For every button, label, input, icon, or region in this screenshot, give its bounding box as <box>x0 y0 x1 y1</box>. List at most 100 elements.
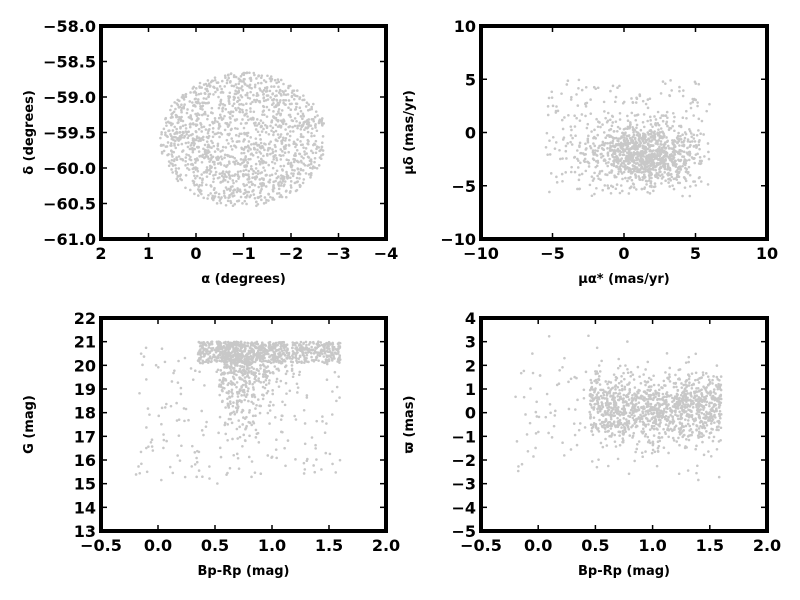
data-point <box>222 191 226 195</box>
data-point <box>668 366 672 370</box>
data-point <box>175 156 178 159</box>
data-point <box>275 169 279 173</box>
data-point <box>609 184 613 188</box>
x-tick-label: 1.5 <box>315 536 343 555</box>
data-point <box>302 341 306 345</box>
data-point <box>248 71 251 75</box>
data-point <box>315 356 319 359</box>
data-point <box>672 187 676 191</box>
data-point <box>649 119 652 122</box>
data-point <box>242 148 246 151</box>
data-point <box>688 194 692 198</box>
data-point <box>632 183 636 186</box>
data-point <box>698 147 701 151</box>
data-point <box>208 350 212 353</box>
data-point <box>702 412 706 416</box>
data-point <box>226 154 230 158</box>
data-point <box>206 117 209 121</box>
data-point <box>621 101 625 105</box>
data-point <box>684 424 688 428</box>
data-point <box>237 82 241 86</box>
data-point <box>573 125 577 128</box>
data-point <box>249 78 253 81</box>
data-point <box>678 433 682 436</box>
data-point <box>253 395 257 399</box>
x-tick-label: 0.0 <box>144 536 172 555</box>
data-point <box>652 427 656 431</box>
data-point <box>260 198 263 202</box>
data-point <box>182 407 186 410</box>
data-point <box>184 186 187 190</box>
data-point <box>292 172 295 175</box>
data-point <box>302 178 306 181</box>
data-point <box>175 115 178 119</box>
data-point <box>217 192 221 196</box>
data-point <box>268 379 271 382</box>
data-point <box>240 394 243 397</box>
data-point <box>338 458 342 462</box>
y-tick-label: 5 <box>465 70 476 89</box>
data-point <box>266 154 269 157</box>
data-point <box>235 409 239 412</box>
data-point <box>697 129 700 132</box>
data-point <box>531 352 534 355</box>
data-point <box>250 370 253 373</box>
data-point <box>622 162 626 165</box>
data-point <box>697 162 701 165</box>
data-point <box>224 146 228 149</box>
data-point <box>224 76 227 80</box>
data-point <box>226 439 229 442</box>
data-point <box>239 195 243 199</box>
data-point <box>184 127 188 130</box>
data-point <box>191 150 195 154</box>
data-point <box>263 356 266 360</box>
data-point <box>184 92 188 96</box>
data-point <box>252 367 256 371</box>
data-point <box>596 133 600 137</box>
data-point <box>184 159 187 163</box>
data-point <box>277 192 281 195</box>
data-point <box>233 118 237 122</box>
data-point <box>254 407 257 410</box>
data-point <box>311 340 315 344</box>
data-point <box>238 79 242 83</box>
data-point <box>694 352 698 356</box>
data-point <box>599 125 602 129</box>
data-point <box>201 178 204 182</box>
data-point <box>315 419 319 423</box>
data-point <box>193 183 196 187</box>
data-point <box>216 81 220 84</box>
data-point <box>232 102 236 105</box>
data-point <box>261 110 265 113</box>
data-point <box>238 103 241 106</box>
data-point <box>312 119 316 123</box>
data-point <box>280 414 284 418</box>
data-point <box>205 358 209 362</box>
data-point <box>201 108 204 111</box>
data-point <box>298 96 302 99</box>
data-point <box>313 349 317 353</box>
data-point <box>295 119 298 123</box>
data-point <box>555 105 558 108</box>
data-point <box>258 162 262 166</box>
data-point <box>309 351 313 355</box>
data-point <box>337 375 340 378</box>
data-point <box>215 158 219 161</box>
data-point <box>230 361 234 365</box>
data-point <box>268 360 272 364</box>
data-point <box>623 136 626 139</box>
data-point <box>264 373 267 376</box>
data-point <box>268 89 272 93</box>
data-point <box>691 417 695 421</box>
data-point <box>712 375 715 378</box>
data-point <box>227 110 230 114</box>
data-point <box>660 436 664 439</box>
data-point <box>179 119 183 122</box>
data-point <box>298 370 302 374</box>
data-point <box>613 100 617 104</box>
data-point <box>661 392 665 396</box>
data-point <box>628 161 631 165</box>
data-point <box>198 176 202 180</box>
data-point <box>690 132 693 135</box>
data-point <box>226 423 230 426</box>
